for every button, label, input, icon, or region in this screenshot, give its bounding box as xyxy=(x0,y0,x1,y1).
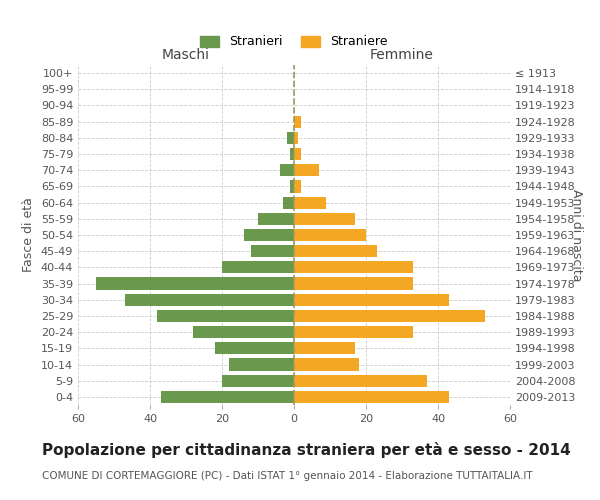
Text: Popolazione per cittadinanza straniera per età e sesso - 2014: Popolazione per cittadinanza straniera p… xyxy=(42,442,571,458)
Bar xyxy=(283,196,294,208)
Bar xyxy=(294,196,326,208)
Bar xyxy=(157,310,294,322)
Bar xyxy=(161,391,294,403)
Bar xyxy=(294,294,449,306)
Bar xyxy=(294,164,319,176)
Bar xyxy=(280,164,294,176)
Bar xyxy=(294,262,413,274)
Bar xyxy=(244,229,294,241)
Bar xyxy=(294,132,298,144)
Y-axis label: Anni di nascita: Anni di nascita xyxy=(569,188,583,281)
Bar xyxy=(229,358,294,370)
Bar xyxy=(294,212,355,225)
Bar xyxy=(294,326,413,338)
Bar xyxy=(193,326,294,338)
Bar xyxy=(215,342,294,354)
Text: Femmine: Femmine xyxy=(370,48,434,62)
Legend: Stranieri, Straniere: Stranieri, Straniere xyxy=(196,30,392,54)
Bar xyxy=(294,245,377,258)
Bar xyxy=(222,374,294,387)
Bar xyxy=(294,342,355,354)
Bar xyxy=(294,148,301,160)
Bar xyxy=(290,180,294,192)
Bar xyxy=(96,278,294,289)
Bar xyxy=(287,132,294,144)
Text: COMUNE DI CORTEMAGGIORE (PC) - Dati ISTAT 1° gennaio 2014 - Elaborazione TUTTAIT: COMUNE DI CORTEMAGGIORE (PC) - Dati ISTA… xyxy=(42,471,533,481)
Bar xyxy=(125,294,294,306)
Bar xyxy=(294,278,413,289)
Bar xyxy=(294,116,301,128)
Bar xyxy=(294,229,366,241)
Bar xyxy=(294,374,427,387)
Bar xyxy=(251,245,294,258)
Bar xyxy=(294,180,301,192)
Y-axis label: Fasce di età: Fasce di età xyxy=(22,198,35,272)
Bar xyxy=(290,148,294,160)
Bar xyxy=(294,310,485,322)
Bar xyxy=(294,391,449,403)
Bar xyxy=(222,262,294,274)
Text: Maschi: Maschi xyxy=(162,48,210,62)
Bar xyxy=(294,358,359,370)
Bar xyxy=(258,212,294,225)
